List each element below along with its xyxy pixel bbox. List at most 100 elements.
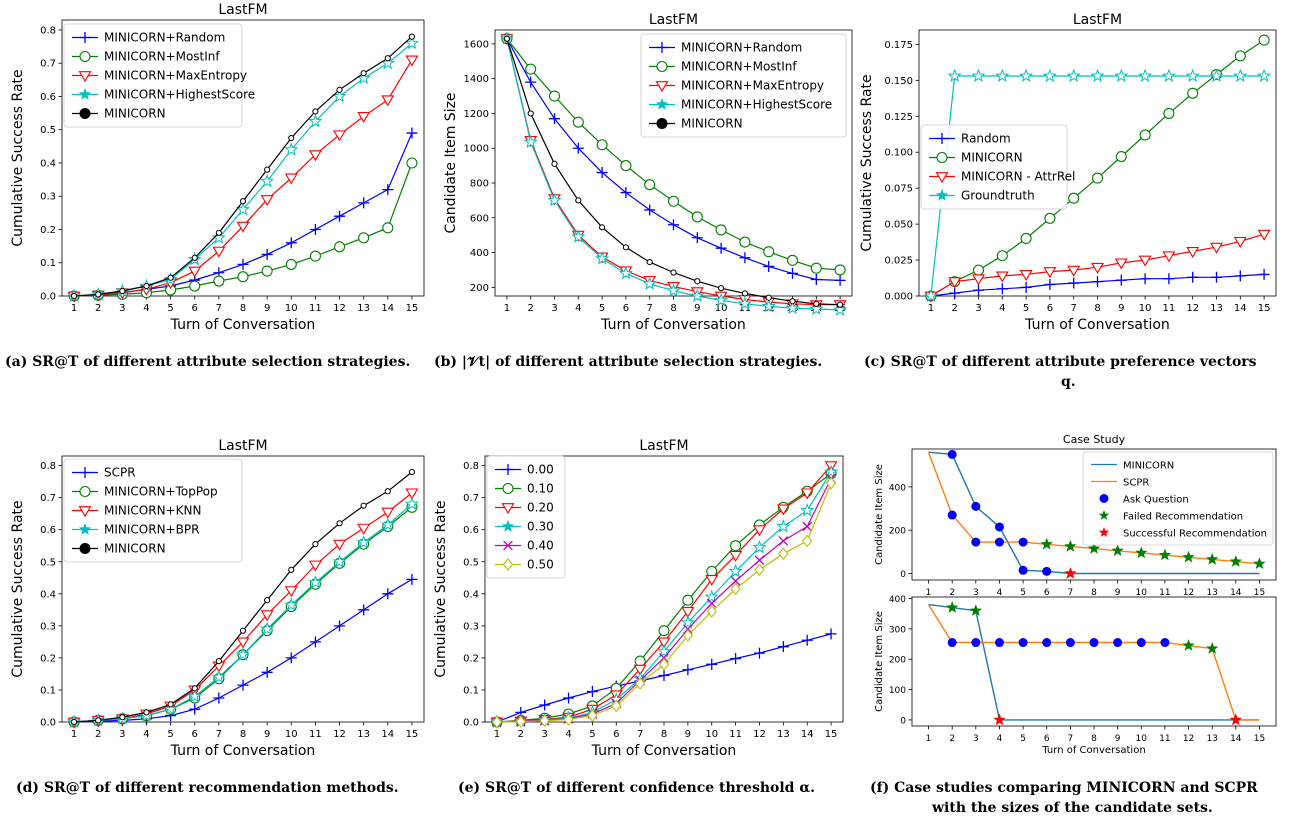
x-tick-label: 6 (192, 729, 198, 740)
event-marker (1018, 565, 1028, 575)
data-point (824, 464, 839, 479)
event-marker (971, 537, 981, 547)
data-point (143, 282, 150, 290)
x-tick-label: 2 (949, 734, 955, 744)
data-point (213, 275, 225, 287)
legend-label: 0.10 (527, 482, 554, 496)
y-tick-label: 0.125 (884, 112, 913, 123)
legend-marker (935, 189, 949, 201)
data-point (778, 547, 789, 561)
x-tick-label: 7 (637, 729, 643, 740)
legend-marker (79, 543, 91, 554)
x-tick-label: 12 (1183, 588, 1194, 598)
data-point (332, 89, 347, 103)
x-tick-label: 9 (1115, 588, 1121, 598)
legend-label: MINICORN+MostInf (104, 50, 220, 64)
data-point (143, 709, 150, 716)
data-point (777, 641, 789, 653)
data-point (503, 35, 510, 42)
x-tick-label: 4 (997, 734, 1003, 744)
x-tick-label: 6 (192, 303, 198, 314)
event-marker (1111, 544, 1124, 556)
data-point (789, 298, 796, 305)
data-point (785, 300, 800, 315)
data-point (381, 95, 395, 107)
y-tick-label: 0.0 (40, 292, 56, 303)
caption-c-line1: (c) SR@T of different attribute preferen… (864, 354, 1257, 370)
data-point (264, 166, 271, 173)
data-point (802, 534, 813, 548)
data-point (729, 550, 743, 562)
series-line-1 (928, 603, 1260, 721)
data-point (332, 554, 347, 568)
data-point (1042, 68, 1057, 83)
data-point (730, 653, 742, 665)
data-point (188, 266, 202, 278)
x-tick-label: 11 (1163, 303, 1176, 314)
legend-label: 0.30 (527, 520, 554, 534)
data-point (261, 248, 273, 260)
data-point (308, 560, 322, 572)
legend-marker (501, 503, 515, 515)
data-point (682, 594, 694, 606)
x-tick-label: 6 (623, 303, 629, 314)
data-point (1091, 262, 1104, 274)
y-tick-label: 0.2 (40, 225, 56, 236)
legend-box (920, 124, 1068, 210)
y-axis-label: Candidate Item Size (874, 464, 885, 565)
data-point (525, 76, 537, 88)
data-point (971, 68, 986, 83)
event-marker (946, 601, 959, 613)
legend-box (63, 458, 243, 563)
x-tick-label: 14 (1230, 588, 1242, 598)
data-point (406, 573, 418, 585)
legend-label: MINICORN+KNN (104, 504, 201, 518)
data-point (525, 63, 537, 75)
x-tick-label: 9 (694, 303, 700, 314)
data-point (308, 113, 323, 128)
caption-e: (e) SR@T of different confidence thresho… (458, 780, 815, 796)
data-point (737, 296, 752, 310)
data-point (70, 718, 78, 726)
data-point (837, 301, 844, 308)
y-axis-label: Cumulative Success Rate (433, 500, 449, 677)
data-point (1020, 281, 1032, 293)
event-marker (1113, 638, 1123, 648)
x-tick-label: 14 (381, 729, 394, 740)
data-point (599, 224, 606, 231)
legend-marker (656, 60, 668, 73)
x-tick-label: 4 (999, 303, 1005, 314)
data-point (356, 535, 371, 549)
legend-marker (503, 540, 513, 551)
x-tick-label: 15 (406, 303, 419, 314)
y-tick-label: 800 (470, 178, 489, 189)
data-point (1043, 267, 1057, 279)
data-point (381, 507, 395, 519)
data-point (1019, 270, 1033, 282)
data-point (572, 142, 584, 154)
x-tick-label: 5 (167, 303, 173, 314)
data-point (644, 179, 656, 191)
y-tick-label: 0.1 (40, 685, 56, 696)
data-point (694, 278, 701, 285)
data-point (691, 232, 703, 244)
data-point (382, 184, 394, 196)
legend-label: MINICORN+BPR (104, 523, 199, 537)
y-tick-label: 0.4 (40, 589, 56, 600)
data-point (1185, 68, 1200, 83)
x-tick-label: 9 (685, 729, 691, 740)
data-point (336, 86, 343, 93)
x-tick-label: 10 (1136, 734, 1148, 744)
x-tick-label: 7 (1067, 588, 1073, 598)
data-point (334, 210, 346, 222)
data-point (551, 160, 558, 167)
x-tick-label: 10 (705, 729, 718, 740)
data-point (595, 251, 610, 265)
data-point (237, 679, 249, 691)
data-point (833, 302, 848, 316)
legend-marker (655, 98, 669, 110)
x-tick-label: 12 (333, 729, 346, 740)
y-axis-label: Candidate Item Size (443, 92, 459, 233)
data-point (119, 714, 126, 721)
y-tick-label: 0.2 (463, 653, 479, 664)
